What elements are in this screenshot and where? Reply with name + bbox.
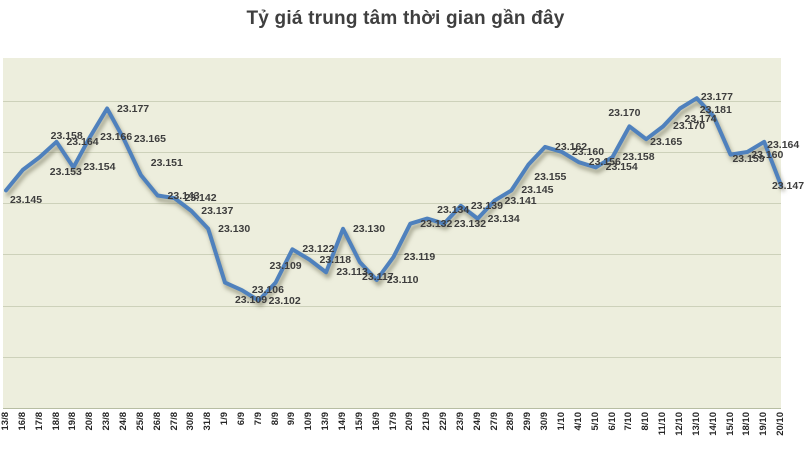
x-axis-label: 30/8 [185,412,197,431]
x-axis-label: 16/9 [370,412,382,431]
trend-line [4,96,783,303]
x-axis-label: 14/10 [707,412,719,436]
x-axis-label: 21/9 [421,412,433,431]
x-axis-label: 7/10 [623,412,635,431]
x-axis-label: 14/9 [337,412,348,431]
x-axis-label: 5/10 [589,412,601,431]
x-axis-label: 20/8 [84,412,96,431]
x-axis-label: 18/8 [50,412,62,431]
x-axis-label: 26/8 [151,412,163,431]
x-axis-label: 24/8 [117,412,129,431]
x-axis-label: 15/9 [353,412,365,431]
x-axis-label: 11/10 [657,412,669,436]
gridline [3,356,781,358]
gridline [3,152,781,153]
x-axis-label: 1/10 [556,412,567,431]
x-axis-label: 22/9 [438,412,449,431]
x-axis-label: 17/9 [387,412,399,431]
x-axis-label: 13/9 [320,412,332,431]
x-axis-label: 1/9 [219,412,230,426]
x-axis-label: 19/8 [67,412,79,431]
x-axis-label: 24/9 [471,412,483,431]
x-axis-label: 28/9 [505,412,517,431]
x-axis-label: 6/10 [606,412,618,431]
gridline [3,100,781,102]
x-axis-label: 10/9 [303,412,315,431]
x-axis-label: 23/8 [101,412,113,431]
x-axis-label: 13/8 [0,412,11,431]
x-axis-label: 29/9 [522,412,534,431]
x-axis-label: 8/10 [640,412,652,431]
x-axis-label: 27/9 [488,412,500,431]
x-axis-label: 31/8 [202,412,214,431]
x-axis-label: 30/9 [539,412,551,431]
gridline [3,254,781,256]
x-axis-label: 17/8 [33,412,45,431]
x-axis-label: 7/9 [252,412,264,426]
x-axis-label: 4/10 [572,412,584,431]
x-axis-label: 25/8 [134,412,146,431]
x-axis-label: 8/9 [269,412,281,426]
x-axis-label: 12/10 [673,412,685,436]
chart-title: Tỷ giá trung tâm thời gian gần đây [246,8,565,29]
plot-area [3,58,783,409]
x-axis-label: 20/9 [404,412,416,431]
x-axis-label: 15/10 [724,412,736,436]
x-axis-label: 23/9 [454,412,466,431]
x-axis-label: 16/8 [16,412,28,431]
x-axis-label: 6/9 [235,412,247,426]
x-axis-label: 18/10 [741,412,753,436]
gridline [3,305,781,307]
line-series-svg [4,96,783,303]
gridline [3,203,781,205]
x-axis-label: 9/9 [286,412,298,426]
x-axis-label: 13/10 [690,412,702,436]
x-axis-label: 20/10 [775,412,786,436]
x-axis-label: 19/10 [758,412,770,436]
x-axis-label: 27/8 [168,412,180,431]
